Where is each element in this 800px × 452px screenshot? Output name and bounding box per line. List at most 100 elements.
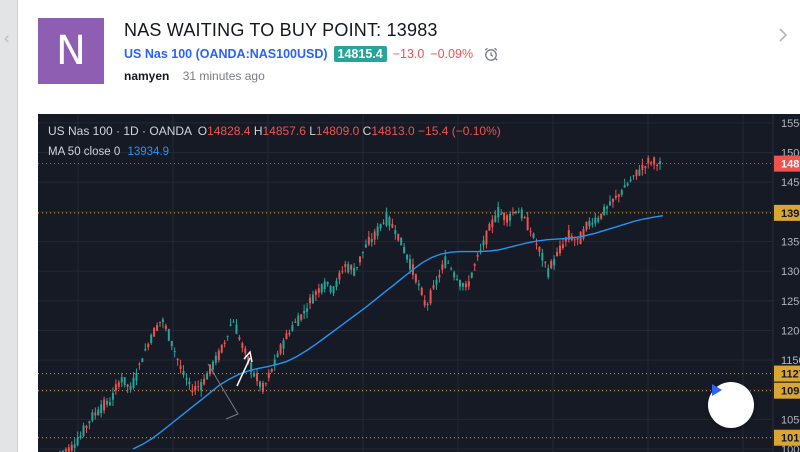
candle-body (388, 217, 391, 226)
price-label: 11272.6 (781, 369, 800, 381)
candle-body (585, 221, 588, 230)
candle-body (314, 291, 317, 295)
y-tick-label: 12500 (781, 296, 800, 308)
candle-body (323, 281, 326, 289)
candle-body (256, 373, 259, 382)
candle-body (185, 378, 188, 380)
candle-body (297, 315, 300, 326)
legend-open: 14828.4 (207, 124, 251, 138)
candle-body (109, 402, 111, 406)
candle-body (564, 237, 567, 242)
candle-body (200, 381, 203, 391)
candle-body (94, 412, 97, 416)
price-label-bg (774, 429, 800, 446)
candle-body (220, 344, 223, 353)
candle-body (523, 217, 526, 219)
symbol-line: US Nas 100 (OANDA:NAS100USD) 14815.4 −13… (124, 46, 499, 62)
candle-body (79, 435, 82, 438)
price-label: 14813.0 (781, 159, 800, 171)
candle-body (97, 409, 100, 416)
price-label-bg (774, 365, 800, 382)
candle-body (473, 264, 476, 266)
candle-body (647, 157, 650, 164)
candle-body (135, 373, 138, 381)
candle-body (526, 217, 529, 231)
candle-body (241, 343, 244, 349)
candle-body (129, 386, 132, 390)
candle-body (517, 211, 520, 213)
candle-body (659, 161, 661, 164)
candle-body (144, 348, 147, 351)
candle-body (579, 231, 582, 245)
candle-body (88, 421, 91, 424)
candle-body (532, 233, 535, 238)
y-tick-label: 14500 (781, 177, 800, 189)
candle-body (626, 183, 629, 186)
chart-svg: 1550015000145001400013500130001250012000… (38, 114, 800, 452)
price-badge: 14815.4 (333, 46, 387, 62)
candle-body (547, 268, 550, 278)
candle-body (226, 335, 229, 337)
close-icon[interactable] (774, 26, 792, 44)
candle-body (311, 294, 314, 304)
chevron-left-icon[interactable]: ‹ (4, 30, 10, 47)
candle-body (244, 348, 247, 354)
candle-body (235, 324, 238, 334)
candle-body (414, 274, 417, 283)
candle-body (117, 382, 120, 387)
candle-body (364, 244, 367, 248)
candle-body (535, 243, 538, 245)
candle-body (459, 280, 461, 287)
ma-legend-label: MA 50 close 0 (48, 146, 121, 158)
author-link[interactable]: namyen (124, 69, 170, 83)
candle-body (553, 259, 556, 266)
candle-body (138, 363, 141, 365)
candle-body (229, 324, 232, 326)
candle-body (253, 372, 256, 377)
candle-body (376, 226, 379, 236)
candle-body (267, 372, 270, 378)
candle-body (67, 447, 70, 452)
candle-body (164, 325, 167, 330)
candle-body (103, 399, 106, 411)
candle-body (167, 329, 170, 341)
candle-body (453, 272, 456, 278)
post-meta: namyen 31 minutes ago (124, 69, 265, 83)
candle-body (179, 365, 182, 370)
symbol-link[interactable]: US Nas 100 (OANDA:NAS100USD) (124, 47, 328, 61)
candle-body (623, 184, 626, 188)
candle-body (488, 223, 491, 231)
legend-low: 14809.0 (315, 124, 360, 138)
chart-area[interactable]: 1550015000145001400013500130001250012000… (38, 114, 800, 452)
candle-body (373, 231, 376, 240)
ohlc-legend: US Nas 100 · 1D · OANDA O14828.4 H14857.… (48, 124, 501, 138)
candle-body (550, 261, 553, 269)
candle-body (209, 364, 211, 374)
candle-body (223, 342, 226, 345)
left-panel-strip: ‹ (0, 0, 18, 452)
candle-body (132, 377, 135, 388)
candle-body (361, 251, 364, 254)
candle-body (406, 254, 409, 260)
alarm-clock-icon[interactable] (483, 46, 499, 62)
candle-body (385, 211, 388, 226)
legend-high: 14857.6 (262, 124, 306, 138)
y-tick-label: 10000 (781, 444, 800, 452)
candle-body (573, 239, 576, 241)
play-button[interactable] (708, 382, 754, 428)
candle-body (509, 213, 511, 221)
candle-body (561, 244, 564, 249)
y-tick-label: 12000 (781, 325, 800, 337)
candle-body (320, 284, 323, 293)
candle-body (420, 287, 423, 295)
candle-body (470, 272, 473, 278)
avatar[interactable]: N (38, 18, 104, 84)
candle-body (82, 425, 85, 436)
candle-body (476, 254, 479, 257)
candle-body (350, 265, 353, 270)
candle-body (497, 206, 500, 218)
candle-body (85, 425, 88, 429)
candle-body (441, 264, 444, 270)
candle-body (259, 381, 261, 387)
y-tick-label: 13500 (781, 236, 800, 248)
